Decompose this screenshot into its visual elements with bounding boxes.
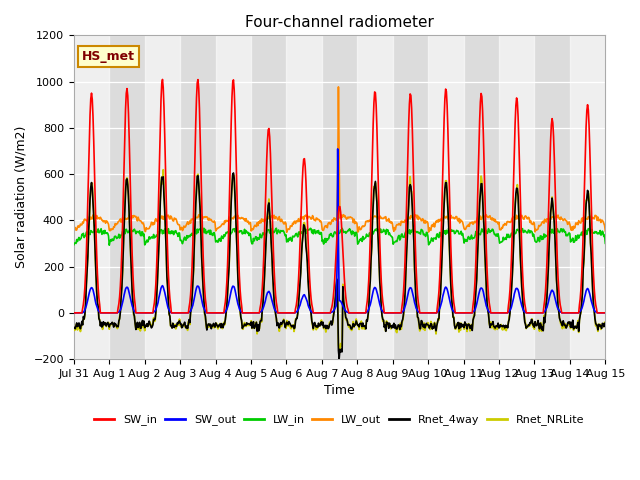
- Bar: [428, 36, 463, 359]
- Legend: SW_in, SW_out, LW_in, LW_out, Rnet_4way, Rnet_NRLite: SW_in, SW_out, LW_in, LW_out, Rnet_4way,…: [90, 410, 589, 430]
- Bar: [216, 36, 251, 359]
- Text: HS_met: HS_met: [82, 50, 135, 63]
- Bar: [570, 36, 605, 359]
- Bar: [357, 36, 393, 359]
- Bar: [286, 36, 322, 359]
- X-axis label: Time: Time: [324, 384, 355, 397]
- Y-axis label: Solar radiation (W/m2): Solar radiation (W/m2): [15, 126, 28, 268]
- Bar: [499, 36, 534, 359]
- Bar: [74, 36, 109, 359]
- Bar: [145, 36, 180, 359]
- Title: Four-channel radiometer: Four-channel radiometer: [245, 15, 434, 30]
